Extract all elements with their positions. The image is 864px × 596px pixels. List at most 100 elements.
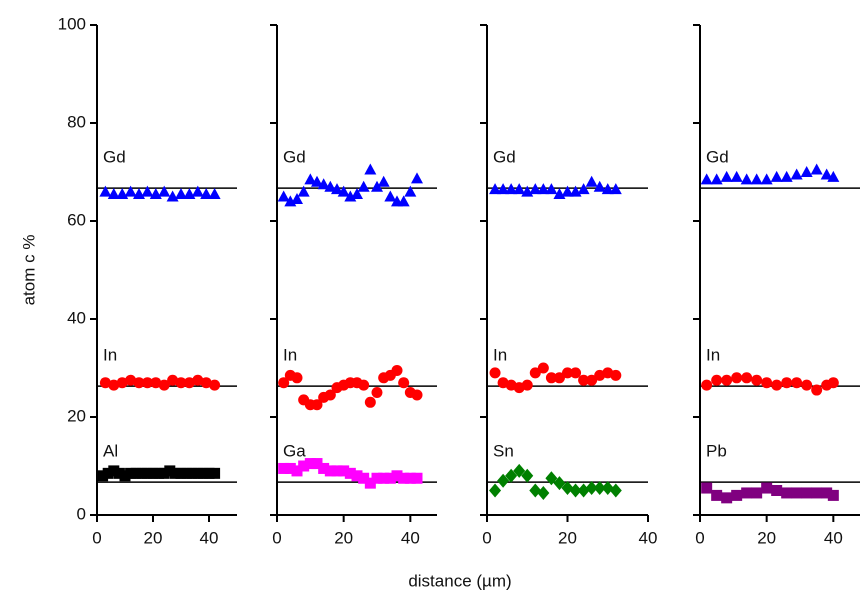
data-point — [761, 377, 773, 389]
data-point — [324, 465, 336, 477]
data-point — [529, 367, 541, 379]
data-point — [141, 377, 153, 389]
data-point — [701, 482, 713, 494]
data-point — [505, 183, 518, 195]
data-point — [344, 467, 356, 479]
series-label: Pb — [706, 442, 727, 461]
data-point — [164, 465, 176, 477]
data-point — [297, 185, 310, 197]
data-point — [721, 374, 733, 386]
data-point — [537, 362, 549, 374]
data-point — [497, 473, 510, 488]
data-point — [609, 183, 622, 195]
data-point — [371, 472, 383, 484]
data-point — [521, 468, 534, 483]
data-point — [133, 377, 145, 389]
data-point — [284, 462, 296, 474]
data-point — [545, 372, 557, 384]
data-point — [338, 465, 350, 477]
data-point — [791, 377, 803, 389]
series-label: Gd — [493, 148, 516, 167]
data-point — [411, 472, 423, 484]
y-axis-title: atom c % — [19, 235, 38, 306]
series-label: In — [493, 346, 507, 365]
x-tick-label: 20 — [334, 528, 353, 547]
x-tick-label: 40 — [200, 528, 219, 547]
x-tick-label: 40 — [824, 528, 843, 547]
data-point — [505, 468, 518, 483]
data-point — [318, 462, 330, 474]
data-point — [561, 185, 574, 197]
data-point — [570, 367, 582, 379]
data-point — [186, 467, 198, 479]
x-tick-label: 40 — [639, 528, 658, 547]
data-point — [741, 372, 753, 384]
data-point — [357, 180, 370, 192]
data-point — [411, 389, 423, 401]
data-point — [741, 487, 753, 499]
data-point — [364, 477, 376, 489]
y-tick-label: 40 — [67, 308, 86, 327]
data-point — [304, 458, 316, 470]
data-point — [553, 476, 566, 491]
data-point — [700, 173, 713, 185]
x-tick-label: 40 — [401, 528, 420, 547]
data-point — [710, 173, 723, 185]
data-point — [191, 185, 204, 197]
data-point — [99, 185, 112, 197]
data-point — [125, 467, 137, 479]
series-label: Sn — [493, 442, 514, 461]
data-point — [521, 379, 533, 391]
data-point — [821, 487, 833, 499]
data-point — [384, 472, 396, 484]
data-point — [489, 183, 502, 195]
series-label: Gd — [706, 148, 729, 167]
data-point — [311, 399, 323, 411]
x-tick-label: 0 — [272, 528, 281, 547]
data-point — [801, 487, 813, 499]
data-point — [770, 170, 783, 182]
data-point — [601, 183, 614, 195]
y-tick-label: 0 — [77, 504, 86, 523]
data-point — [827, 377, 839, 389]
data-point — [298, 460, 310, 472]
data-point — [800, 166, 813, 177]
data-point — [324, 180, 337, 192]
data-point — [391, 364, 403, 376]
data-point — [158, 379, 170, 391]
data-point — [371, 387, 383, 398]
data-point — [203, 467, 215, 479]
data-point — [331, 183, 343, 195]
series-label: Al — [103, 442, 118, 461]
data-point — [108, 379, 120, 391]
data-point — [811, 487, 823, 499]
data-point — [397, 195, 410, 207]
data-point — [175, 188, 187, 200]
y-tick-label: 100 — [58, 14, 86, 33]
data-point — [790, 168, 803, 180]
data-point — [578, 374, 590, 386]
y-tick-label: 60 — [67, 210, 86, 229]
data-point — [801, 379, 813, 391]
data-point — [147, 467, 159, 479]
series-label: In — [706, 346, 720, 365]
data-point — [291, 465, 303, 477]
data-point — [99, 377, 111, 389]
data-point — [317, 178, 330, 190]
data-point — [585, 175, 598, 187]
data-point — [324, 389, 336, 401]
data-point — [197, 467, 209, 479]
data-point — [537, 485, 550, 500]
data-point — [569, 483, 582, 498]
data-point — [364, 396, 376, 408]
series-label: In — [283, 346, 297, 365]
data-point — [291, 192, 303, 204]
data-point — [404, 472, 416, 484]
data-point — [141, 467, 153, 479]
data-point — [183, 377, 195, 389]
series-label: Gd — [283, 148, 306, 167]
data-point — [760, 173, 773, 185]
data-point — [585, 481, 598, 496]
data-point — [545, 183, 558, 195]
data-point — [304, 173, 317, 185]
